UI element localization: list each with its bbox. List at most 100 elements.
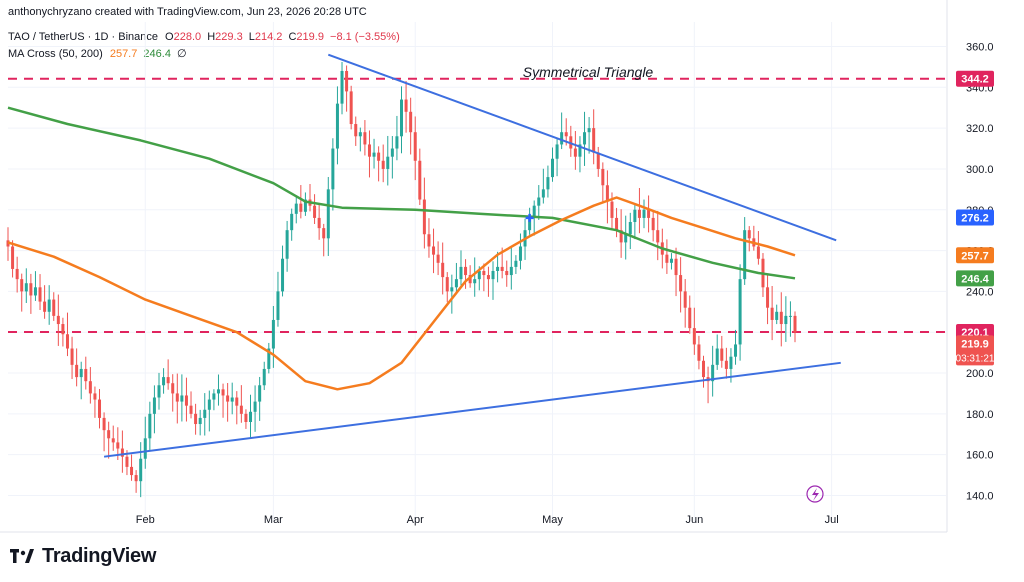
change-value: −8.1 (−3.55%) <box>330 31 400 43</box>
candle-body <box>615 217 619 231</box>
candle-body <box>125 456 129 467</box>
candle-body <box>624 234 628 243</box>
candle-body <box>692 328 696 345</box>
candle-body <box>61 324 65 335</box>
candle-body <box>724 360 728 369</box>
candle-body <box>674 258 678 276</box>
close-label: C <box>288 31 297 43</box>
open-value: 228.0 <box>173 31 202 43</box>
candle-body <box>299 203 303 212</box>
candle-body <box>468 275 472 284</box>
alert-bolt-icon <box>812 488 819 501</box>
candle-body <box>541 189 545 198</box>
trendline-upper <box>327 53 837 242</box>
candle-body <box>377 152 381 161</box>
candle-body <box>413 132 417 161</box>
candle-body <box>400 99 404 137</box>
candle-body <box>628 222 632 235</box>
symbol-legend: TAO / TetherUS · 1D · Binance O228.0 H22… <box>8 31 403 43</box>
candle-body <box>276 291 280 320</box>
candle-body <box>697 344 701 361</box>
x-tick-label: Jun <box>685 514 703 526</box>
candle-body <box>11 246 15 269</box>
candle-body <box>578 144 582 157</box>
candle-body <box>56 315 60 325</box>
candle-body <box>267 348 271 369</box>
price-tag-label: 246.4 <box>961 273 989 285</box>
candle-body <box>84 368 88 382</box>
indicator-name[interactable]: MA Cross (50, 200) <box>8 48 103 60</box>
candle-body <box>75 364 79 378</box>
candle-body <box>436 254 440 263</box>
candle-body <box>665 254 669 263</box>
candle-body <box>601 168 605 186</box>
candle-body <box>409 111 413 133</box>
price-tag <box>956 70 994 87</box>
candle-body <box>747 230 751 239</box>
candle-body <box>189 405 193 414</box>
candle-body <box>770 307 774 320</box>
trendline-lower <box>103 361 841 458</box>
close-value: 219.9 <box>296 31 324 43</box>
candle-body <box>230 397 234 402</box>
candle-body <box>464 266 468 276</box>
candle-body <box>207 399 211 410</box>
ma200-line <box>7 106 796 280</box>
candle-body <box>290 213 294 231</box>
candle-body <box>340 70 344 104</box>
candle-body <box>560 132 564 145</box>
candle-body <box>249 411 253 422</box>
candle-body <box>610 201 614 218</box>
candle-body <box>303 199 307 212</box>
candle-body <box>711 364 715 382</box>
candle-body <box>496 266 500 271</box>
candle-body <box>79 368 83 378</box>
open-label: O <box>165 31 174 43</box>
candle-body <box>779 311 783 325</box>
y-tick-label: 140.0 <box>966 490 994 502</box>
candle-body <box>134 475 138 482</box>
candle-body <box>93 393 97 400</box>
candle-body <box>194 413 198 425</box>
candle-body <box>294 203 298 214</box>
candle-body <box>212 393 216 400</box>
candle-body <box>107 430 111 439</box>
candle-body <box>38 287 42 302</box>
symbol-name[interactable]: TAO / TetherUS · 1D · Binance <box>8 31 158 43</box>
candle-body <box>564 132 568 137</box>
countdown-label: 03:31:21 <box>956 353 995 364</box>
candle-body <box>363 132 367 145</box>
candle-body <box>432 246 436 255</box>
candle-body <box>427 234 431 247</box>
candle-body <box>766 287 770 308</box>
price-tag <box>956 247 994 264</box>
candle-body <box>656 230 660 243</box>
candle-body <box>637 209 641 218</box>
candle-body <box>395 136 399 149</box>
candle-body <box>244 413 248 422</box>
candle-body <box>450 287 454 292</box>
x-tick-label: May <box>542 514 563 526</box>
price-tag <box>956 335 994 366</box>
candle-body <box>52 299 56 316</box>
candle-body <box>33 287 37 296</box>
candle-body <box>669 258 673 263</box>
candle-body <box>738 279 742 345</box>
candle-body <box>221 389 225 396</box>
candle-body <box>784 315 788 325</box>
candle-body <box>596 152 600 169</box>
candle-body <box>262 368 266 386</box>
indicator-extra: ∅ <box>177 48 187 60</box>
candle-body <box>15 268 19 280</box>
publisher-credit: anthonychryzano created with TradingView… <box>8 6 367 18</box>
candle-body <box>701 360 705 378</box>
candle-body <box>148 413 152 439</box>
candle-body <box>715 348 719 365</box>
candle-body <box>235 397 239 406</box>
candle-body <box>573 148 577 157</box>
candle-body <box>679 275 683 292</box>
pattern-annotation: Symmetrical Triangle <box>523 64 654 80</box>
candle-body <box>281 258 285 292</box>
